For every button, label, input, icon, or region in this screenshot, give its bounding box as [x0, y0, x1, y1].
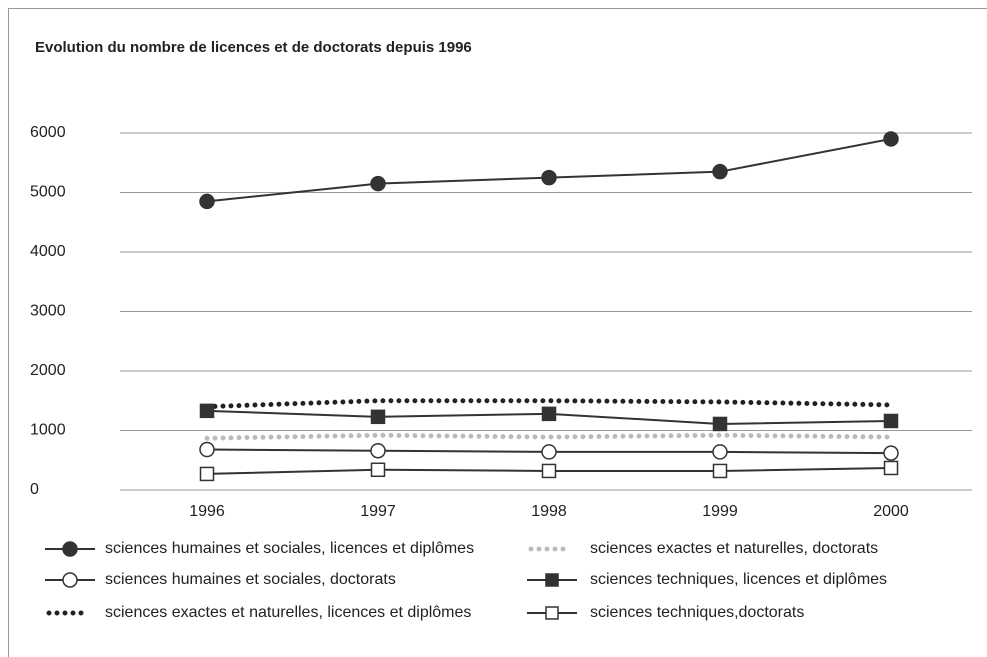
marker — [370, 175, 386, 192]
legend-label: sciences techniques, licences et diplôme… — [590, 571, 887, 588]
x-tick-label: 1997 — [360, 503, 396, 520]
legend-label: sciences techniques,doctorats — [590, 604, 804, 621]
y-tick-label: 6000 — [30, 124, 66, 141]
legend-label: sciences humaines et sociales, doctorats — [105, 571, 396, 588]
y-tick-label: 1000 — [30, 422, 66, 439]
y-tick-label: 0 — [30, 481, 39, 498]
chart-title: Evolution du nombre de licences et de do… — [35, 39, 472, 56]
series-line — [204, 398, 894, 410]
marker — [883, 460, 899, 476]
marker — [712, 163, 728, 180]
legend-marker — [545, 606, 559, 620]
legend-item: sciences techniques, licences et diplôme… — [527, 571, 887, 588]
legend-label: sciences exactes et naturelles, doctorat… — [590, 540, 878, 557]
legend-item: sciences techniques,doctorats — [527, 604, 804, 621]
legend-marker — [62, 541, 78, 557]
y-tick-label: 5000 — [30, 184, 66, 201]
marker — [370, 462, 386, 478]
marker — [883, 413, 899, 429]
x-tick-label: 1996 — [189, 503, 225, 520]
frame — [8, 8, 987, 657]
x-tick-label: 2000 — [873, 503, 909, 520]
legend-item: sciences humaines et sociales, licences … — [45, 540, 474, 557]
series-line — [204, 432, 894, 441]
y-tick-label: 2000 — [30, 362, 66, 379]
marker — [199, 403, 215, 419]
legend-marker — [62, 572, 78, 588]
marker — [712, 444, 728, 460]
marker — [541, 169, 557, 186]
marker — [199, 466, 215, 482]
marker — [712, 463, 728, 479]
marker — [199, 193, 215, 210]
marker — [541, 406, 557, 422]
marker — [541, 444, 557, 460]
marker — [370, 442, 386, 459]
marker — [370, 409, 386, 425]
legend-marker — [545, 573, 559, 587]
y-tick-label: 4000 — [30, 243, 66, 260]
legend-label: sciences exactes et naturelles, licences… — [105, 604, 471, 621]
x-tick-label: 1998 — [531, 503, 567, 520]
legend-item: sciences exactes et naturelles, licences… — [46, 604, 471, 621]
marker — [541, 463, 557, 479]
marker — [883, 131, 899, 147]
legend-label: sciences humaines et sociales, licences … — [105, 540, 474, 557]
legend-item: sciences humaines et sociales, doctorats — [45, 571, 396, 588]
marker — [883, 445, 899, 461]
x-tick-label: 1999 — [702, 503, 738, 520]
marker — [199, 441, 215, 458]
legend-item: sciences exactes et naturelles, doctorat… — [528, 540, 878, 557]
y-tick-label: 3000 — [30, 303, 66, 320]
marker — [712, 416, 728, 432]
